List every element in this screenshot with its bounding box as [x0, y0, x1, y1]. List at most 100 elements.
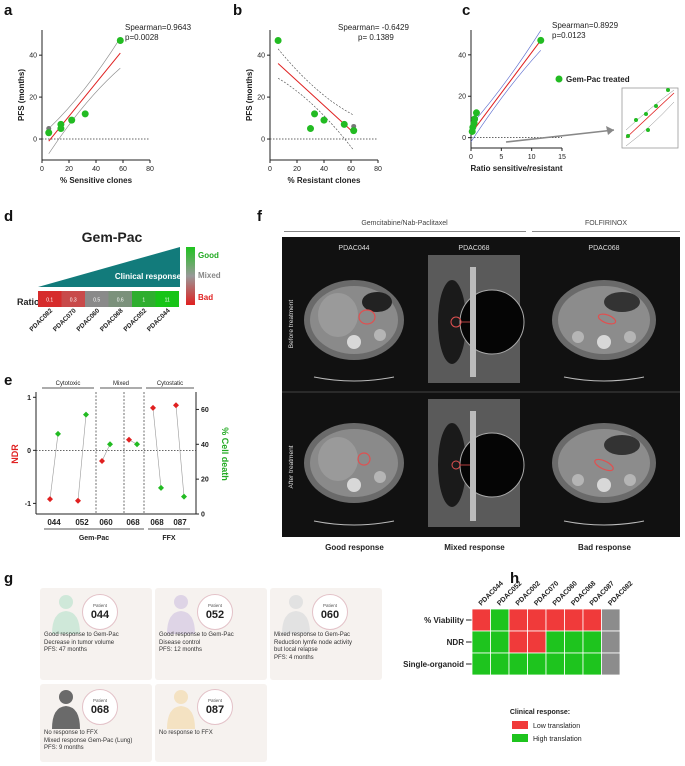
clinical-response-triangle: [38, 247, 180, 287]
x-tick-label: 0: [469, 154, 473, 161]
patient-card-text: Good response to Gem-Pac Disease control…: [159, 632, 234, 653]
y-tick-label: 40: [29, 53, 37, 60]
inset-band-down: [625, 101, 675, 147]
sample-label: PDAC068: [99, 307, 125, 333]
panel-letter-c: c: [462, 2, 471, 19]
y-tick-label: 40: [458, 52, 466, 59]
data-point: [537, 36, 545, 44]
response-color-scale: [186, 247, 195, 305]
panel-letter-h: h: [510, 570, 520, 587]
x-tick-label: 40: [320, 166, 328, 173]
heatmap-cell: [582, 630, 602, 654]
col-label-1: PDAC044: [338, 245, 369, 252]
sample-label: PDAC044: [146, 307, 172, 333]
heatmap-cell: [508, 652, 528, 676]
category-label: 068: [150, 518, 164, 527]
sample-label: PDAC060: [76, 307, 102, 333]
cell-death-point: [83, 411, 89, 418]
person-silhouette-icon: [167, 690, 195, 729]
y-axis-label: PFS (months): [245, 69, 254, 121]
cell-death-point: [134, 441, 140, 448]
spearman-label: Spearman=0.8929: [552, 21, 619, 30]
patient-card-text: Good response to Gem-Pac Decrease in tum…: [44, 632, 119, 653]
scale-good-label: Good: [198, 251, 219, 260]
inset-band-up: [625, 89, 675, 131]
right-tick-label: 60: [201, 407, 209, 414]
x-tick-label: 40: [92, 166, 100, 173]
right-tick-label: 0: [201, 512, 205, 519]
x-tick-label: 5: [499, 154, 503, 161]
ct-scan-068-gem-before: [428, 255, 525, 383]
legend-title: Clinical response:: [510, 709, 570, 716]
category-label: 087: [173, 518, 187, 527]
zoom-arrow: [505, 129, 615, 143]
x-tick-label: 60: [347, 166, 355, 173]
ct-scan-068-gem-after: [428, 399, 525, 527]
response-bad: Bad response: [578, 543, 631, 552]
ct-scan-044-before: [304, 280, 404, 382]
ct-scan-044-after: [304, 423, 404, 526]
row-label: % Viability: [424, 616, 464, 625]
regression-line: [277, 63, 355, 134]
x-tick-label: 10: [528, 154, 536, 161]
heatmap-cell: [564, 630, 584, 654]
data-point: [45, 129, 53, 137]
ratio-cell: [132, 291, 156, 307]
group-label: Mixed: [113, 381, 129, 387]
data-point: [116, 36, 124, 44]
ndr-point: [126, 436, 132, 443]
ratio-cell-value: 0.6: [117, 298, 124, 304]
regression-line: [470, 40, 542, 134]
y-tick-label: 0: [33, 137, 37, 144]
clinical-response-label: Clinical response: [115, 272, 182, 281]
heatmap-cell: [527, 608, 547, 632]
spearman-label: Spearman= -0.6429: [338, 23, 409, 32]
confidence-band-down: [470, 50, 541, 142]
confidence-band-up: [48, 37, 121, 129]
ndr-point: [173, 402, 179, 409]
response-mixed: Mixed response: [444, 543, 505, 552]
panel-letter-a: a: [4, 2, 13, 19]
ratio-heatmap-d: Gem-Pac Clinical response Good Mixed Bad…: [17, 229, 221, 333]
ndr-axis-label: NDR: [10, 444, 20, 464]
spearman-label: Spearman=0.9643: [125, 23, 192, 32]
x-tick-label: 15: [558, 154, 566, 161]
left-tick-label: 0: [27, 448, 31, 455]
inset-data-point: [666, 88, 670, 92]
translation-heatmap-h: PDAC044PDAC052PDAC002PDAC070PDAC060PDAC0…: [403, 580, 634, 743]
y-tick-label: 20: [458, 94, 466, 101]
data-point: [320, 116, 328, 124]
heatmap-cell: [508, 630, 528, 654]
ratio-cell-value: 0.3: [70, 298, 77, 304]
category-label: 060: [99, 518, 113, 527]
row-label-before: Before treatment: [288, 300, 295, 349]
cell-death-axis-label: % Cell death: [220, 427, 230, 481]
ratio-cell: [108, 291, 132, 307]
ndr-point: [75, 497, 81, 504]
panel-letter-b: b: [233, 2, 243, 19]
data-point: [81, 110, 89, 118]
p-value-label: p= 0.1389: [358, 33, 394, 42]
treatment-label: Gem-Pac: [79, 535, 109, 542]
panel-letter-g: g: [4, 570, 14, 587]
ndr-point: [99, 457, 105, 464]
legend-high-swatch: [512, 734, 528, 742]
pair-connector: [49, 433, 59, 500]
patient-badge: Patient 052: [197, 594, 233, 630]
data-point: [471, 115, 479, 123]
zoom-arrowhead: [606, 126, 614, 135]
x-axis-label: % Sensitive clones: [60, 176, 133, 185]
data-point: [350, 127, 358, 135]
cell-death-point: [158, 484, 164, 491]
pair-connector: [152, 407, 162, 488]
x-tick-label: 20: [65, 166, 73, 173]
legend-low-swatch: [512, 721, 528, 729]
patient-card-052: Patient 052 Good response to Gem-Pac Dis…: [155, 588, 267, 680]
x-tick-label: 80: [146, 166, 154, 173]
patient-badge: Patient 060: [312, 594, 348, 630]
ratio-cell-value: 1: [142, 298, 145, 304]
scale-bad-label: Bad: [198, 293, 213, 302]
heatmap-cell: [582, 608, 602, 632]
ratio-cell: [85, 291, 109, 307]
